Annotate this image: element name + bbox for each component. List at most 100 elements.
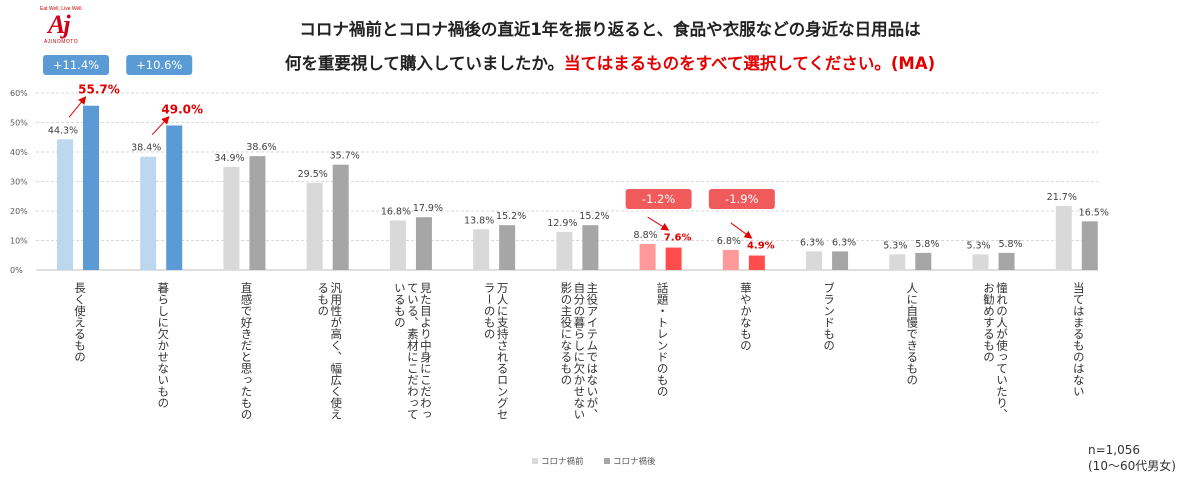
change-badge-label: -1.2% [642, 192, 675, 206]
data-label-after: 38.6% [246, 142, 276, 153]
bar-before [556, 231, 573, 270]
bar-before [806, 251, 823, 270]
category-label: 華やかなもの [739, 282, 753, 351]
bar-after [998, 252, 1015, 270]
y-tick-label: 40% [10, 148, 28, 157]
y-tick-label: 60% [10, 89, 28, 98]
bar-before [389, 220, 406, 270]
category-label: 汎用性が高く、幅広く使え [329, 281, 343, 420]
bar-after [1081, 221, 1098, 270]
change-badge [43, 55, 109, 75]
y-tick-label: 20% [10, 207, 28, 216]
bar-before [140, 156, 157, 270]
sample-size: n=1,056 [1088, 443, 1141, 457]
legend-label-before: コロナ禍前 [541, 456, 584, 467]
y-tick-label: 30% [10, 178, 28, 187]
bar-before [1055, 205, 1072, 270]
legend-swatch-after [604, 458, 610, 464]
bar-before [473, 229, 490, 270]
data-label-after: 15.2% [496, 211, 526, 222]
bar-after [582, 225, 599, 270]
data-label-before: 5.3% [883, 240, 907, 251]
change-badge [625, 189, 692, 209]
data-label-after: 4.9% [747, 241, 775, 252]
data-label-after: 55.7% [78, 83, 120, 97]
title-line-2: 何を重要視して購入していましたか。当てはまるものをすべて選択してください。(MA… [230, 47, 990, 81]
legend-swatch-before [532, 458, 538, 464]
ajinomoto-logo: Eat Well, Live Well. Aj AJINOMOTO [40, 6, 110, 46]
title-line-1: コロナ禍前とコロナ禍後の直近1年を振り返ると、食品や衣服などの身近な日用品は [299, 20, 921, 39]
bar-after [915, 252, 932, 270]
category-label: 当てはまるものはない [1072, 281, 1086, 397]
title-line-2-instruction: 当てはまるものをすべて選択してください。(MA) [564, 54, 936, 73]
category-label: いるもの [393, 282, 407, 328]
category-label: 影の主役になるもの [559, 282, 573, 386]
y-tick-label: 10% [10, 237, 28, 246]
category-label: 暮らしに欠かせないもの [156, 281, 170, 408]
y-tick-label: 50% [10, 119, 28, 128]
bar-after [332, 164, 349, 270]
data-label-after: 15.2% [579, 211, 609, 222]
category-label: 見た目より中身にこだわっ [419, 282, 433, 420]
bar-after [83, 105, 99, 270]
logo-brand: AJINOMOTO [44, 39, 79, 45]
bar-after [832, 251, 849, 270]
category-label: 主役アイテムではないが、 [585, 282, 599, 420]
decrease-arrow [647, 216, 670, 231]
bar-before [639, 244, 656, 270]
category-label: 憧れの人が使っていたり、 [995, 281, 1009, 420]
data-label-after: 5.8% [915, 239, 939, 250]
category-label: 人に自慢できるもの [905, 282, 919, 386]
change-badge-label: -1.9% [725, 192, 758, 206]
data-label-after: 5.8% [998, 239, 1022, 250]
data-label-after: 7.6% [664, 233, 692, 244]
sample-scope: (10～60代男女) [1088, 459, 1176, 473]
bar-after [415, 217, 432, 270]
category-label: 自分の暮らしに欠かせない [572, 282, 586, 420]
sample-note: n=1,056 (10～60代男女) [1088, 442, 1176, 474]
bar-after [249, 156, 266, 270]
data-label-before: 6.8% [717, 236, 741, 247]
data-label-before: 6.3% [800, 237, 824, 248]
data-label-before: 16.8% [381, 206, 411, 217]
bar-before [306, 182, 323, 270]
bar-after [499, 225, 516, 270]
data-label-before: 13.8% [464, 215, 494, 226]
data-label-after: 6.3% [832, 237, 856, 248]
chart-title: コロナ禍前とコロナ禍後の直近1年を振り返ると、食品や衣服などの身近な日用品は 何… [230, 13, 990, 81]
increase-arrow [151, 115, 170, 136]
data-label-after: 17.9% [413, 203, 443, 214]
bar-before [722, 249, 739, 270]
logo-tagline: Eat Well, Live Well. [40, 6, 83, 12]
data-label-before: 34.9% [214, 153, 244, 164]
change-badge [708, 189, 775, 209]
category-label: 直感で好きだと思ったもの [239, 281, 253, 420]
data-label-after: 35.7% [330, 151, 360, 162]
category-label: お勧めするもの [982, 282, 996, 363]
bar-after [748, 255, 765, 270]
title-line-2-question: 何を重要視して購入していましたか。 [284, 54, 565, 73]
data-label-before: 12.9% [547, 218, 577, 229]
data-label-before: 5.3% [966, 240, 990, 251]
decrease-arrow [730, 222, 753, 239]
data-label-before: 29.5% [298, 169, 328, 180]
bar-before [57, 139, 73, 270]
data-label-before: 38.4% [131, 143, 161, 154]
data-label-before: 44.3% [48, 125, 78, 136]
category-label: 万人に支持されるロングセ [496, 282, 510, 420]
data-label-before: 8.8% [634, 230, 658, 241]
bar-after [665, 247, 682, 270]
y-tick-label: 0% [10, 266, 23, 275]
bar-before [889, 254, 906, 270]
data-label-before: 21.7% [1047, 192, 1077, 203]
bar-before [223, 167, 240, 270]
legend-label-after: コロナ禍後 [613, 456, 656, 467]
bar-after [166, 125, 183, 270]
category-label: 長く使えるもの [73, 282, 87, 363]
increase-arrow [68, 96, 87, 118]
change-badge [126, 55, 193, 75]
category-label: ブランドもの [822, 281, 836, 351]
category-label: ている、素材にこだわって [406, 282, 420, 420]
change-badge-label: +11.4% [53, 58, 99, 72]
